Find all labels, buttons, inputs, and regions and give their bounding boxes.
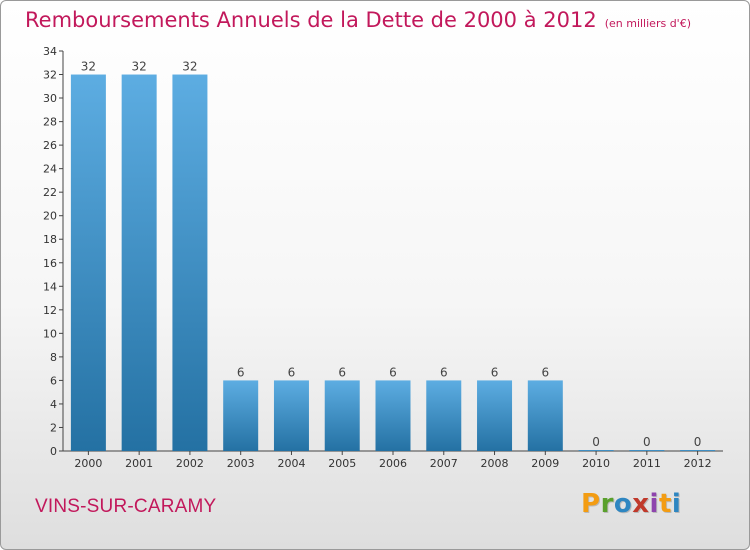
bar (70, 74, 106, 451)
x-tick-label: 2008 (481, 457, 509, 470)
x-tick-label: 2007 (430, 457, 458, 470)
x-tick-label: 2011 (633, 457, 661, 470)
x-tick-label: 2005 (328, 457, 356, 470)
data-label: 6 (491, 365, 499, 379)
y-tick-label: 34 (43, 45, 57, 58)
data-label: 0 (592, 435, 600, 449)
bar (629, 450, 665, 451)
logo-letter: r (600, 489, 614, 519)
x-tick-label: 2001 (125, 457, 153, 470)
data-label: 0 (643, 435, 651, 449)
data-label: 6 (338, 365, 346, 379)
bar (172, 74, 208, 451)
y-tick-label: 6 (50, 374, 57, 387)
y-tick-label: 18 (43, 233, 57, 246)
x-tick-label: 2002 (176, 457, 204, 470)
bar (324, 380, 360, 451)
data-label: 6 (288, 365, 296, 379)
bar (680, 450, 716, 451)
bar (477, 380, 513, 451)
logo-letter: P (581, 489, 601, 519)
y-tick-label: 24 (43, 163, 57, 176)
commune-name: VINS-SUR-CARAMY (35, 496, 217, 517)
bar (375, 380, 411, 451)
bar (121, 74, 157, 451)
bar (223, 380, 259, 451)
x-tick-label: 2012 (684, 457, 712, 470)
x-tick-label: 2010 (582, 457, 610, 470)
x-tick-label: 2000 (74, 457, 102, 470)
y-tick-label: 16 (43, 257, 57, 270)
bar (426, 380, 462, 451)
x-tick-label: 2006 (379, 457, 407, 470)
data-label: 32 (132, 60, 147, 74)
data-label: 0 (694, 435, 702, 449)
x-tick-label: 2009 (531, 457, 559, 470)
y-tick-label: 28 (43, 116, 57, 129)
logo-letter: o (613, 489, 633, 519)
y-tick-label: 4 (50, 398, 57, 411)
y-tick-label: 0 (50, 445, 57, 458)
logo-letter: i (649, 489, 659, 519)
data-label: 32 (81, 60, 96, 74)
data-label: 6 (237, 365, 245, 379)
bar (578, 450, 614, 451)
chart-title: Remboursements Annuels de la Dette de 20… (25, 8, 691, 32)
data-label: 6 (541, 365, 549, 379)
chart-labels: 2000 32 2001 32 2002 32 2003 6 2004 6 2005 6 2006 6 20… (74, 60, 711, 470)
y-tick-label: 30 (43, 92, 57, 105)
y-tick-label: 10 (43, 327, 57, 340)
logo-letter: i (671, 489, 682, 519)
y-tick-label: 2 (50, 421, 57, 434)
x-tick-label: 2004 (277, 457, 305, 470)
chart-unit-label: (en milliers d'€) (604, 17, 691, 30)
y-tick-label: 8 (50, 351, 57, 364)
y-tick-label: 22 (43, 186, 57, 199)
bar (273, 380, 309, 451)
y-tick-label: 26 (43, 139, 57, 152)
data-label: 32 (182, 60, 197, 74)
bar (527, 380, 563, 451)
chart-bars (70, 74, 716, 451)
data-label: 6 (389, 365, 397, 379)
logo-letter: t (658, 489, 672, 519)
x-tick-label: 2003 (227, 457, 255, 470)
data-label: 6 (440, 365, 448, 379)
y-tick-label: 12 (43, 304, 57, 317)
y-tick-label: 14 (43, 280, 57, 293)
proxiti-logo: Proxiti (581, 489, 681, 519)
y-tick-label: 20 (43, 210, 57, 223)
chart-title-text: Remboursements Annuels de la Dette de 20… (25, 8, 597, 32)
y-tick-label: 32 (43, 69, 57, 82)
logo-letter: x (632, 489, 650, 519)
